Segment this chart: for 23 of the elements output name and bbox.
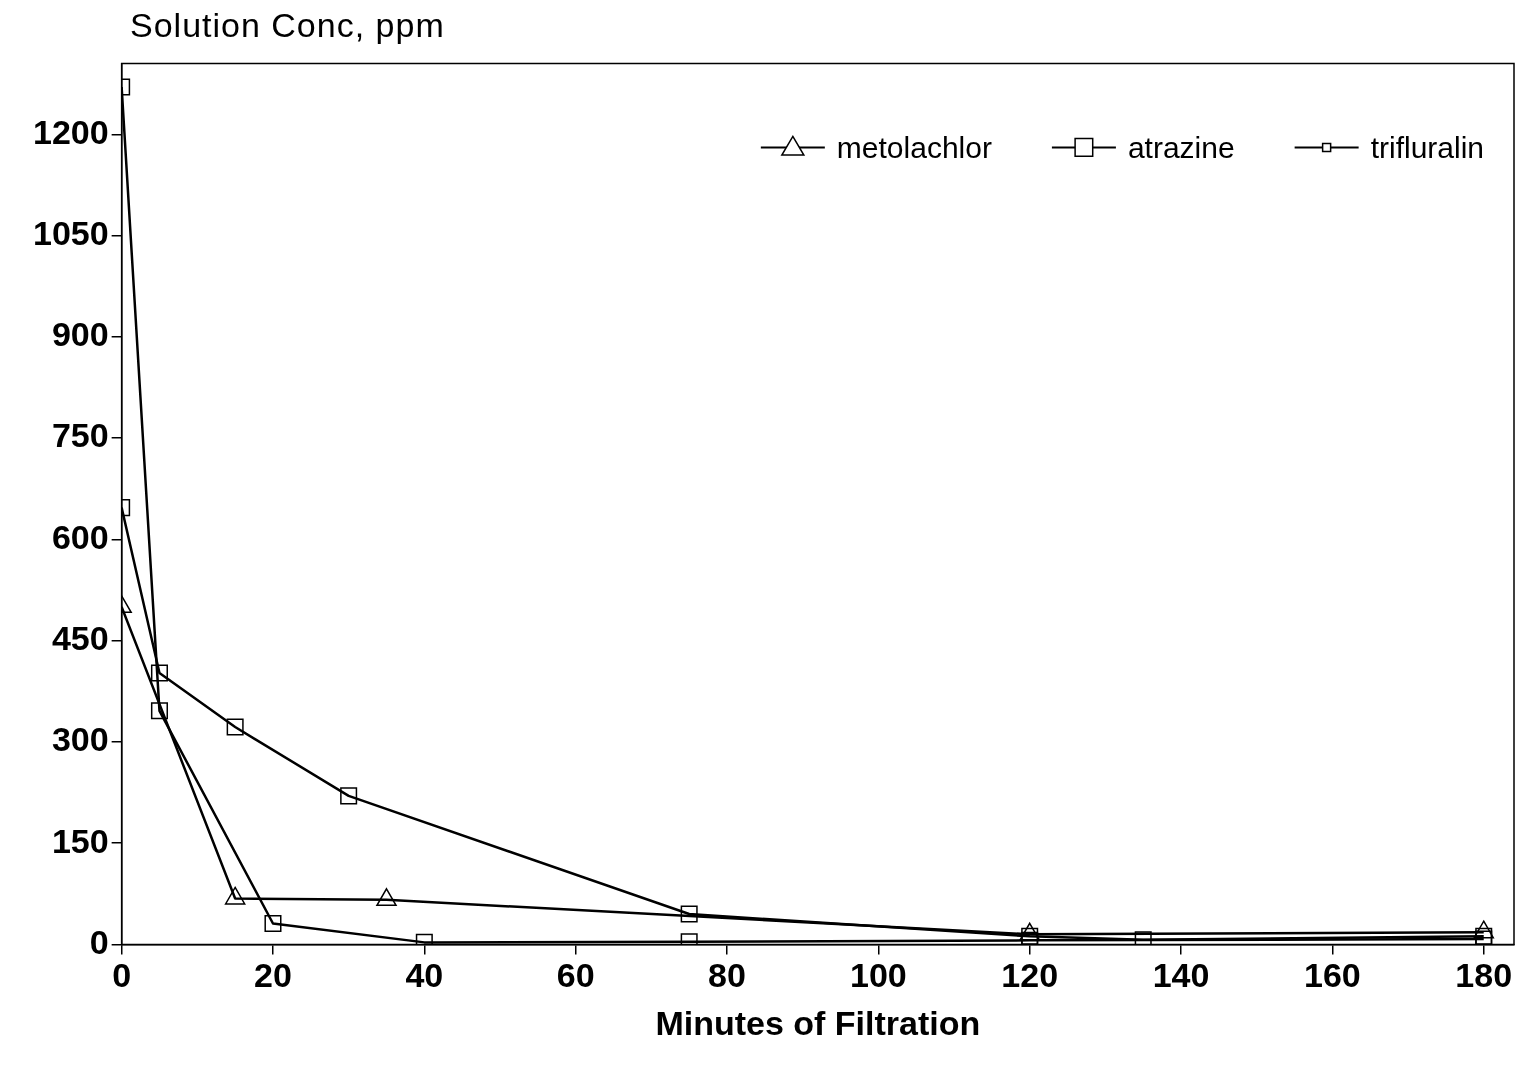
- x-tick-label: 60: [556, 956, 595, 995]
- legend-label: trifluralin: [1370, 130, 1485, 164]
- y-tick-label: 900: [51, 315, 109, 354]
- legend-label: metolachlor: [836, 130, 992, 164]
- x-tick-label: 100: [849, 956, 907, 995]
- x-tick-label: 20: [254, 956, 292, 995]
- y-tick-label: 1050: [33, 213, 109, 252]
- x-tick-label: 120: [1001, 956, 1059, 995]
- y-axis-title: Solution Conc, ppm: [130, 6, 445, 45]
- x-axis-title: Minutes of Filtration: [655, 1003, 981, 1042]
- x-tick-label: 80: [708, 956, 746, 995]
- y-tick-label: 0: [89, 922, 109, 961]
- y-tick-label: 300: [51, 720, 109, 759]
- y-tick-label: 750: [51, 416, 109, 455]
- y-tick-label: 1200: [33, 112, 109, 151]
- x-tick-label: 160: [1304, 956, 1361, 995]
- legend-label: atrazine: [1127, 130, 1235, 164]
- x-tick-label: 40: [405, 956, 444, 995]
- y-tick-label: 450: [51, 618, 109, 657]
- y-tick-label: 150: [51, 821, 109, 860]
- x-tick-label: 140: [1152, 956, 1210, 995]
- x-tick-label: 180: [1455, 956, 1513, 995]
- y-tick-label: 600: [51, 517, 109, 556]
